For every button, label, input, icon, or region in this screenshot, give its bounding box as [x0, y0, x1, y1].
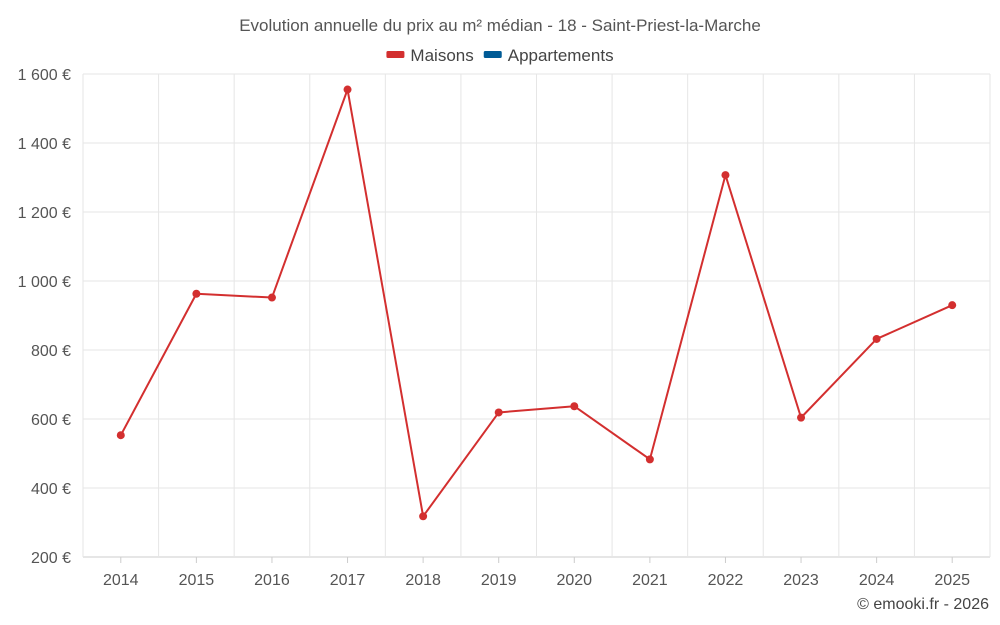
credit-text: © emooki.fr - 2026	[857, 596, 989, 613]
chart-title: Evolution annuelle du prix au m² médian …	[239, 16, 761, 35]
data-point[interactable]	[721, 171, 730, 180]
series-layer	[116, 85, 957, 521]
legend-label[interactable]: Maisons	[410, 46, 473, 65]
x-tick-label: 2025	[934, 572, 970, 589]
y-tick-label: 800 €	[31, 343, 71, 360]
x-tick-label: 2022	[708, 572, 744, 589]
legend-swatch[interactable]	[386, 51, 405, 58]
y-tick-label: 1 600 €	[18, 67, 71, 84]
x-tick-label: 2020	[556, 572, 592, 589]
data-point[interactable]	[872, 334, 881, 343]
x-tick-label: 2019	[481, 572, 517, 589]
data-point[interactable]	[192, 289, 201, 298]
x-tick-label: 2023	[783, 572, 819, 589]
y-tick-label: 1 000 €	[18, 274, 71, 291]
y-tick-label: 600 €	[31, 412, 71, 429]
y-axis: 200 € 400 € 600 € 800 € 1 000 € 1 200 € 1 400 …	[18, 67, 71, 567]
y-tick-label: 1 200 €	[18, 205, 71, 222]
data-point[interactable]	[948, 301, 957, 310]
x-tick-label: 2015	[179, 572, 215, 589]
x-tick-label: 2017	[330, 572, 366, 589]
data-point[interactable]	[494, 408, 503, 417]
data-point[interactable]	[797, 413, 806, 422]
x-axis: 2014 2015 2016 2017 2018 2019 2020 2021 2022 2023…	[103, 557, 970, 589]
data-point[interactable]	[419, 512, 428, 521]
y-tick-label: 1 400 €	[18, 136, 71, 153]
y-tick-label: 400 €	[31, 481, 71, 498]
data-point[interactable]	[267, 293, 276, 302]
data-point[interactable]	[570, 402, 579, 411]
x-tick-label: 2024	[859, 572, 895, 589]
x-tick-label: 2018	[405, 572, 441, 589]
series-line-maisons	[119, 88, 953, 518]
data-point[interactable]	[116, 431, 125, 440]
data-point[interactable]	[645, 455, 654, 464]
y-tick-label: 200 €	[31, 550, 71, 567]
data-point[interactable]	[343, 85, 352, 94]
legend-label[interactable]: Appartements	[508, 46, 614, 65]
legend-swatch[interactable]	[483, 51, 502, 58]
grid	[82, 73, 991, 558]
legend: Maisons Appartements	[386, 46, 614, 65]
x-tick-label: 2016	[254, 572, 290, 589]
x-tick-label: 2014	[103, 572, 139, 589]
x-tick-label: 2021	[632, 572, 668, 589]
